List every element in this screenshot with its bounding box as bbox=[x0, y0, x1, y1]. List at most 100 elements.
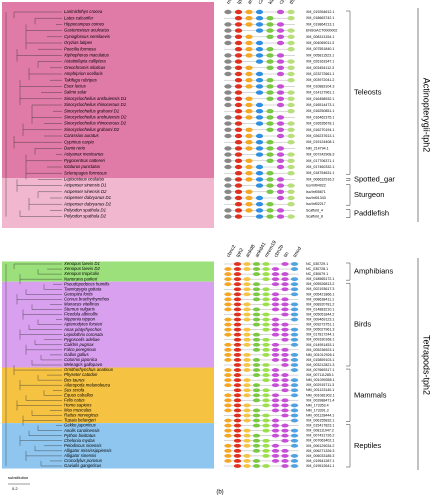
gene-block bbox=[266, 53, 274, 58]
group-label: Spotted_gar bbox=[354, 174, 395, 183]
gene-block bbox=[262, 267, 270, 271]
accession: XM_023272661.1 bbox=[306, 72, 334, 76]
gene-block bbox=[276, 189, 285, 194]
gene-block bbox=[271, 272, 280, 277]
gene-block bbox=[252, 322, 261, 327]
gene-block bbox=[224, 9, 232, 15]
gene-block bbox=[252, 332, 261, 337]
gene-block bbox=[287, 71, 295, 77]
group-bg bbox=[2, 261, 214, 282]
species-name: Alligator mississippiensis bbox=[63, 448, 112, 453]
species-name: Sinocyclocheilus rhinocerous D2 bbox=[64, 121, 127, 126]
species-name: Gavialis gangeticus bbox=[64, 463, 102, 468]
gene-block bbox=[290, 464, 299, 468]
gene-block bbox=[243, 393, 251, 398]
gene-block bbox=[281, 388, 289, 393]
gene-block bbox=[266, 59, 274, 64]
accession: XM_009330168.1 bbox=[306, 338, 334, 342]
species-name: Anolis carolinensis bbox=[63, 428, 100, 433]
gene-block bbox=[290, 403, 299, 408]
scale-value: 0.2 bbox=[12, 486, 18, 491]
gene-block bbox=[276, 84, 285, 89]
gene-header: cyp4b bbox=[278, 0, 290, 5]
accession: XM_015417823.1 bbox=[306, 424, 334, 428]
species-name: Anas platyrhynchos bbox=[63, 327, 102, 332]
gene-block bbox=[262, 272, 270, 277]
gene-block bbox=[234, 102, 243, 108]
gene-block bbox=[233, 337, 242, 342]
gene-block bbox=[262, 398, 270, 403]
gene-block bbox=[262, 342, 270, 347]
gene-block bbox=[252, 307, 261, 312]
gene-block bbox=[271, 307, 280, 312]
gene-block bbox=[245, 208, 253, 213]
gene-block bbox=[255, 115, 264, 120]
group-bg bbox=[2, 281, 214, 368]
gene-block bbox=[243, 302, 251, 307]
gene-block bbox=[290, 317, 299, 322]
gene-block bbox=[243, 312, 251, 317]
species-name: Lepisosteus oculatus bbox=[64, 177, 105, 182]
species-name: Equus caballus bbox=[64, 392, 94, 397]
gene-block bbox=[224, 164, 232, 170]
gene-block bbox=[243, 277, 251, 282]
gene-block bbox=[224, 373, 232, 378]
gene-block bbox=[287, 195, 295, 201]
gene-block bbox=[224, 307, 232, 312]
gene-block bbox=[224, 102, 232, 108]
gene-block bbox=[243, 267, 251, 271]
gene-block bbox=[262, 363, 270, 367]
gene-block bbox=[243, 413, 251, 418]
gene-block bbox=[271, 292, 280, 297]
gene-block bbox=[243, 292, 251, 297]
gene-block bbox=[266, 22, 274, 27]
gene-header: tfsib bbox=[289, 0, 299, 5]
gene-block bbox=[243, 262, 251, 266]
gene-block bbox=[233, 464, 242, 468]
gene-block bbox=[290, 388, 299, 393]
accession: XM_009469123.1 bbox=[306, 318, 334, 322]
accession: XM_016462375.1 bbox=[306, 115, 334, 119]
gene-block bbox=[262, 438, 270, 443]
gene-block bbox=[252, 448, 261, 453]
gene-block bbox=[262, 393, 270, 398]
gene-block bbox=[287, 9, 295, 15]
gene-block bbox=[245, 102, 253, 108]
gene-block bbox=[252, 262, 261, 266]
gene-block bbox=[266, 78, 274, 83]
gene-block bbox=[276, 177, 285, 182]
accession: XM_010883104.3 bbox=[306, 84, 334, 88]
gene-block bbox=[243, 327, 251, 332]
gene-block bbox=[281, 327, 289, 332]
gene-block bbox=[224, 453, 232, 458]
species-name: Corvus brachyrhynchos bbox=[64, 296, 110, 301]
gene-block bbox=[281, 332, 289, 337]
gene-block bbox=[234, 22, 243, 27]
species-name: Felis catus bbox=[64, 397, 85, 402]
gene-block bbox=[243, 317, 251, 322]
species-name: Polyodon spathula D1 bbox=[64, 208, 107, 213]
species-name: Pygocentrus nattereri bbox=[64, 158, 106, 163]
gene-block bbox=[287, 133, 295, 139]
gene-block bbox=[245, 16, 253, 21]
gene-block bbox=[290, 408, 299, 413]
gene-block bbox=[255, 152, 264, 157]
gene-block bbox=[234, 183, 243, 188]
gene-block bbox=[252, 347, 261, 352]
gene-block bbox=[271, 383, 280, 388]
gene-block bbox=[252, 317, 261, 322]
gene-block bbox=[245, 189, 253, 194]
gene-block bbox=[245, 65, 253, 71]
gene-block bbox=[255, 140, 264, 145]
gene-block bbox=[255, 53, 264, 58]
gene-block bbox=[271, 277, 280, 282]
gene-block bbox=[281, 297, 289, 302]
gene-block bbox=[271, 322, 280, 327]
gene-block bbox=[276, 59, 285, 64]
species-name: Manacus vitellinus bbox=[64, 302, 100, 307]
gene-block bbox=[262, 347, 270, 352]
gene-block bbox=[266, 171, 274, 176]
gene-block bbox=[224, 403, 232, 408]
gene-block bbox=[281, 403, 289, 408]
accession: XM_014127961.1 bbox=[306, 91, 334, 95]
